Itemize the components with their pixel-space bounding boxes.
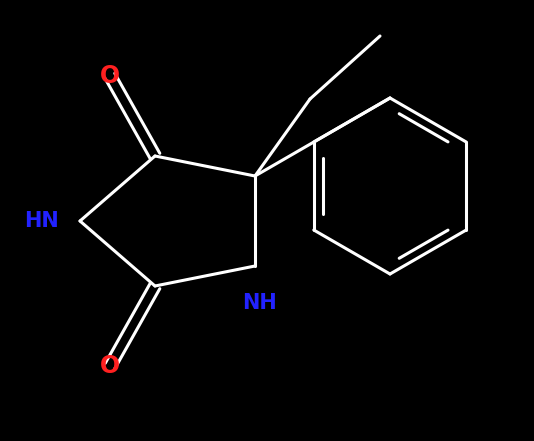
Text: NH: NH	[242, 293, 277, 313]
Text: O: O	[100, 64, 120, 88]
Text: O: O	[100, 354, 120, 378]
Text: HN: HN	[25, 211, 59, 231]
